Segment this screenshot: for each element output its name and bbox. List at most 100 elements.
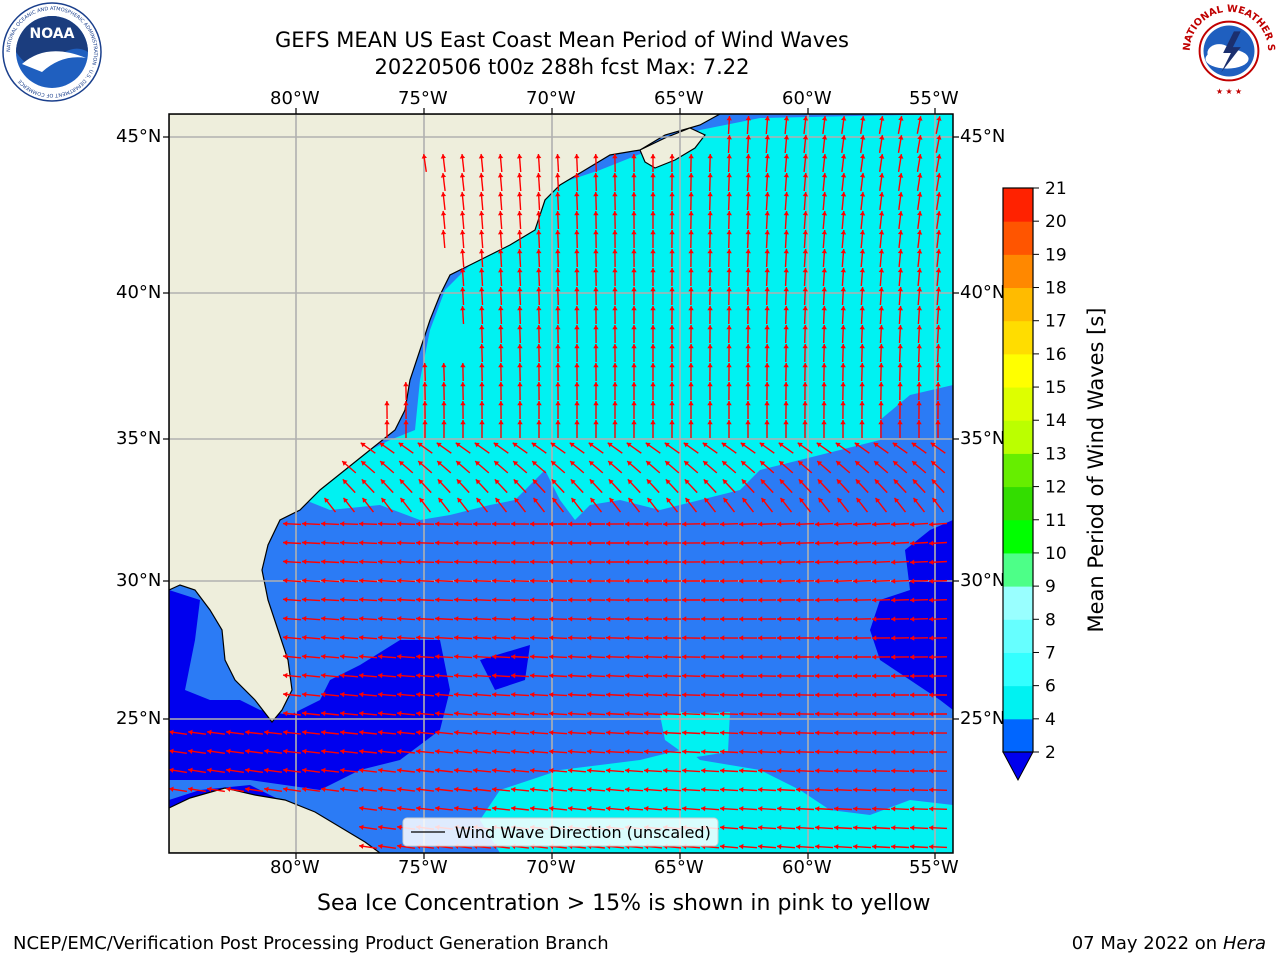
wind-wave-arrowhead xyxy=(549,805,554,812)
wind-wave-arrowhead xyxy=(494,461,500,466)
wind-wave-arrowhead xyxy=(783,230,789,235)
wind-wave-arrowhead xyxy=(416,654,421,660)
wind-wave-arrowhead xyxy=(758,825,763,831)
wind-wave-arrowhead xyxy=(834,825,839,831)
wind-wave-arrowhead xyxy=(473,521,478,527)
lat-tick-right-40n: 40°N xyxy=(960,282,1006,303)
wind-wave-arrowhead xyxy=(910,711,915,717)
wind-wave-arrowhead xyxy=(359,710,364,717)
wind-wave-arrowhead xyxy=(872,806,877,812)
wind-wave-arrowhead xyxy=(777,787,782,793)
wind-wave-arrowhead xyxy=(669,325,675,330)
wind-wave-arrowhead xyxy=(891,806,896,812)
wind-wave-arrowhead xyxy=(834,711,839,717)
wind-wave-arrowhead xyxy=(422,401,428,406)
wind-wave-arrowhead xyxy=(796,730,801,736)
wind-wave-arrowhead xyxy=(574,306,580,311)
wind-wave-arrowhead xyxy=(802,211,808,216)
wind-wave-arrowhead xyxy=(612,211,618,216)
wind-wave-arrowhead xyxy=(441,420,447,425)
wind-wave-arrowhead xyxy=(530,692,535,698)
wind-wave-arrows xyxy=(169,115,948,850)
wind-wave-arrowhead xyxy=(593,420,599,425)
wind-wave-arrowhead xyxy=(930,442,936,448)
wind-wave-arrowhead xyxy=(498,401,504,406)
wind-wave-arrowhead xyxy=(517,173,523,178)
wind-wave-arrowhead xyxy=(745,249,751,254)
wind-wave-arrowhead xyxy=(511,616,516,622)
wind-wave-arrowhead xyxy=(568,805,573,812)
wind-wave-arrowhead xyxy=(593,268,599,273)
wind-wave-arrowhead xyxy=(745,306,751,311)
wind-wave-arrowhead xyxy=(264,786,269,792)
wind-wave-arrowhead xyxy=(745,173,751,178)
wind-wave-arrowhead xyxy=(929,616,934,622)
wind-wave-arrowhead xyxy=(536,420,542,425)
wind-wave-arrowhead xyxy=(631,344,637,349)
wind-wave-arrowhead xyxy=(511,521,516,527)
wind-wave-arrowhead xyxy=(878,344,884,349)
wind-wave-arrowhead xyxy=(935,287,942,292)
wind-wave-arrowhead xyxy=(644,521,649,527)
wind-wave-arrowhead xyxy=(929,540,934,546)
wind-wave-arrowhead xyxy=(891,711,896,717)
wind-wave-arrowhead xyxy=(608,479,614,485)
wind-wave-arrowhead xyxy=(821,306,827,311)
wind-wave-arrowhead xyxy=(497,154,504,159)
wind-wave-arrowhead xyxy=(860,135,866,140)
wind-wave-arrowhead xyxy=(440,154,446,159)
wind-wave-arrowhead xyxy=(625,730,630,736)
wind-wave-arrowhead xyxy=(555,154,561,159)
wind-wave-arrowhead xyxy=(606,521,611,527)
wind-wave-arrowhead xyxy=(669,230,675,235)
wind-wave-arrowhead xyxy=(492,521,497,527)
wind-wave-arrowhead xyxy=(456,479,462,485)
wind-wave-arrowhead xyxy=(574,173,580,178)
wind-wave-arrowhead xyxy=(625,559,630,565)
wind-wave-arrowhead xyxy=(783,325,789,330)
wind-wave-arrowhead xyxy=(701,749,706,755)
wind-wave-arrowhead xyxy=(891,635,896,641)
wind-wave-arrowhead xyxy=(821,287,827,292)
wind-wave-arrowhead xyxy=(650,230,656,235)
colorbar: 2 4 6 7 8 9 10 11 12 13 14 15 16 17 18 19 20 21 xyxy=(1002,180,1067,782)
wind-wave-arrowhead xyxy=(739,578,744,584)
wind-wave-arrowhead xyxy=(440,173,447,178)
wind-wave-arrowhead xyxy=(460,249,466,254)
wind-wave-arrowhead xyxy=(587,578,592,584)
wind-wave-arrowhead xyxy=(688,249,694,254)
wind-wave-arrowhead xyxy=(441,401,447,406)
colorbar-band xyxy=(1003,552,1033,587)
wind-wave-arrowhead xyxy=(492,711,497,717)
wind-wave-arrowhead xyxy=(758,597,763,603)
wind-wave-arrowhead xyxy=(916,382,922,387)
wind-wave-arrowhead xyxy=(739,843,744,850)
wind-wave-arrowhead xyxy=(397,710,402,717)
wind-wave-arrowhead xyxy=(549,616,554,622)
wind-wave-arrowhead xyxy=(663,805,668,812)
wind-wave-arrowhead xyxy=(321,521,326,527)
wind-wave-arrowhead xyxy=(460,363,466,368)
colorbar-band xyxy=(1003,486,1033,521)
wind-wave-arrowhead xyxy=(688,268,694,273)
wind-wave-arrowhead xyxy=(418,479,424,485)
wind-wave-arrowhead xyxy=(169,767,174,773)
wind-wave-arrowhead xyxy=(435,710,440,717)
wind-wave-arrowhead xyxy=(892,442,898,448)
lat-tick-left-25n: 25°N xyxy=(116,708,162,729)
wind-wave-arrowhead xyxy=(397,767,402,774)
lon-tick-bottom-60w: 60°W xyxy=(782,857,832,878)
colorbar-band xyxy=(1003,718,1033,753)
wind-wave-arrowhead xyxy=(726,420,732,425)
wind-wave-arrowhead xyxy=(722,461,728,466)
wind-wave-arrowhead xyxy=(929,711,934,717)
wind-wave-arrowhead xyxy=(473,805,478,812)
wind-wave-arrowhead xyxy=(593,306,599,311)
lon-tick-bottom-75w: 75°W xyxy=(398,857,448,878)
wind-wave-arrowhead xyxy=(701,597,706,603)
lat-tick-right-25n: 25°N xyxy=(960,708,1006,729)
wind-wave-arrowhead xyxy=(549,673,554,679)
wind-wave-arrowhead xyxy=(416,635,421,641)
wind-wave-arrowhead xyxy=(459,154,466,159)
wind-wave-arrowhead xyxy=(859,230,866,235)
